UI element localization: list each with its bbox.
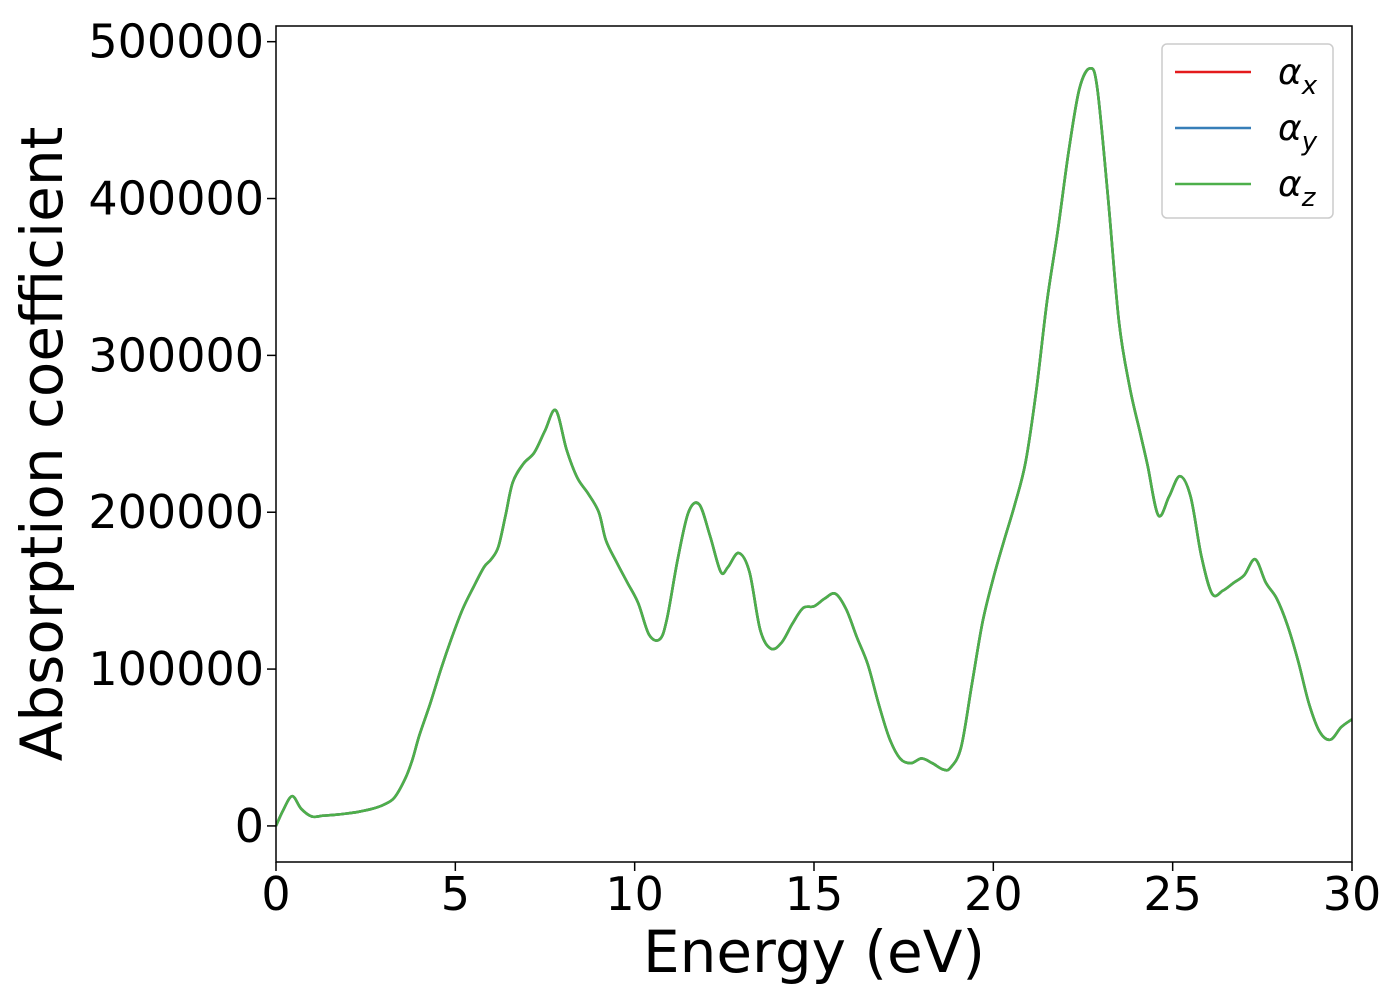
y-tick-label: 300000 [88,328,264,382]
series-layer [276,67,1352,827]
y-tick-label: 100000 [88,642,264,696]
x-tick-label: 15 [785,867,844,921]
legend-label: αx [1278,52,1318,101]
legend-box [1161,43,1334,219]
x-tick-label: 0 [261,867,290,921]
y-axis-ticks: 0 100000 200000 300000 400000 500000 [88,15,276,853]
legend-subscript: x [1301,71,1318,101]
x-axis-ticks: 0 5 10 15 20 25 30 [261,862,1381,921]
legend-subscript: z [1301,183,1317,213]
y-tick-label: 400000 [88,172,264,226]
y-axis-label: Absorption coefficient [8,127,76,762]
x-tick-label: 25 [1143,867,1202,921]
legend-subscript: y [1301,127,1318,157]
legend-label: αz [1278,164,1317,213]
x-axis-label: Energy (eV) [643,918,985,986]
legend-label: αy [1278,108,1318,157]
legend-symbol: α [1278,164,1302,205]
x-tick-label: 30 [1323,867,1382,921]
legend-symbol: α [1278,52,1302,93]
y-tick-label: 500000 [88,15,264,69]
legend-symbol: α [1278,108,1302,149]
series-line-105-z [276,67,1352,827]
x-tick-label: 20 [964,867,1023,921]
y-tick-label: 0 [235,799,264,853]
x-tick-label: 10 [605,867,664,921]
y-tick-label: 200000 [88,485,264,539]
x-tick-label: 5 [441,867,470,921]
